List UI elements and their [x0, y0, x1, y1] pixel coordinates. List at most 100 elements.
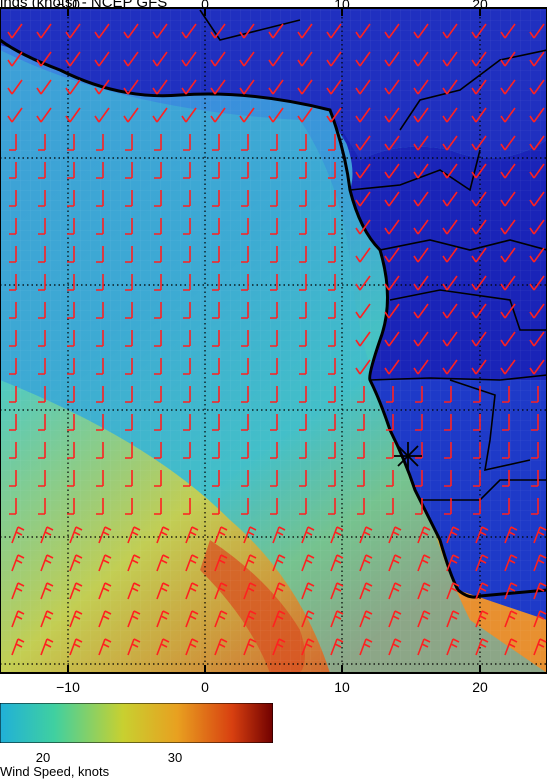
wind-barb	[38, 442, 46, 459]
wind-barb	[357, 442, 365, 459]
wind-barb	[270, 414, 278, 431]
wind-barb	[444, 470, 452, 487]
wind-barb	[9, 190, 17, 207]
wind-barb	[9, 442, 17, 459]
colorbar-label: 20	[35, 750, 51, 765]
wind-barb	[533, 610, 547, 628]
wind-barb	[154, 386, 162, 403]
wind-barb	[183, 246, 191, 263]
wind-barb	[500, 275, 516, 291]
wind-barb	[471, 107, 487, 123]
wind-barb	[67, 134, 75, 151]
wind-barb	[210, 23, 226, 39]
wind-barb	[355, 163, 371, 179]
wind-barb	[301, 610, 315, 628]
wind-barb	[38, 162, 46, 179]
wind-barb	[531, 498, 539, 515]
wind-barb	[504, 554, 518, 572]
wind-barb	[11, 526, 25, 544]
wind-barb	[301, 638, 315, 656]
wind-barb	[212, 302, 220, 319]
wind-barb	[475, 582, 489, 600]
wind-barb	[355, 107, 371, 123]
wind-barb	[183, 414, 191, 431]
wind-barb	[67, 218, 75, 235]
wind-barb	[415, 498, 423, 515]
wind-barb	[442, 51, 458, 67]
wind-barb	[413, 163, 429, 179]
wind-barb	[442, 303, 458, 319]
wind-barb	[11, 554, 25, 572]
wind-barb	[183, 218, 191, 235]
wind-barb	[388, 554, 402, 572]
wind-barb	[500, 79, 516, 95]
wind-barb	[152, 51, 168, 67]
wind-barb	[442, 275, 458, 291]
wind-barb	[529, 191, 545, 207]
wind-barb	[241, 162, 249, 179]
wind-barb	[210, 79, 226, 95]
wind-barb	[40, 526, 54, 544]
wind-barb	[384, 23, 400, 39]
wind-barb	[355, 359, 371, 375]
wind-barb	[98, 526, 112, 544]
wind-barb	[127, 526, 141, 544]
wind-barb	[328, 358, 336, 375]
wind-barb	[9, 470, 17, 487]
wind-barb	[442, 331, 458, 347]
wind-barb	[38, 470, 46, 487]
wind-barb	[442, 163, 458, 179]
wind-barb	[444, 414, 452, 431]
top-tick-label: 20	[472, 0, 488, 12]
wind-barb	[212, 498, 220, 515]
wind-barb	[9, 134, 17, 151]
wind-barb	[127, 582, 141, 600]
wind-barb	[241, 190, 249, 207]
wind-barb	[38, 274, 46, 291]
wind-barb	[241, 386, 249, 403]
wind-barb	[388, 582, 402, 600]
wind-barb	[473, 442, 481, 459]
wind-barb	[471, 191, 487, 207]
wind-barb	[270, 302, 278, 319]
wind-barb	[500, 303, 516, 319]
wind-barb	[125, 162, 133, 179]
wind-barb	[67, 190, 75, 207]
wind-barb	[270, 386, 278, 403]
wind-barb	[40, 610, 54, 628]
wind-barb	[96, 246, 104, 263]
wind-barb	[500, 191, 516, 207]
wind-barb	[38, 134, 46, 151]
wind-barb	[212, 470, 220, 487]
wind-barb	[125, 470, 133, 487]
wind-barb	[154, 246, 162, 263]
wind-barb	[154, 414, 162, 431]
bottom-tick-label: 10	[334, 679, 350, 695]
wind-barb	[270, 190, 278, 207]
wind-barb	[413, 107, 429, 123]
wind-barb	[384, 303, 400, 319]
wind-barb	[67, 302, 75, 319]
station-marker[interactable]	[394, 442, 422, 470]
wind-barb	[125, 134, 133, 151]
wind-barb	[330, 526, 344, 544]
wind-barb	[185, 638, 199, 656]
wind-barb	[11, 582, 25, 600]
wind-barb	[9, 162, 17, 179]
wind-barb	[446, 610, 460, 628]
wind-barb	[386, 470, 394, 487]
wind-barb	[214, 582, 228, 600]
top-tick-label: 0	[201, 0, 209, 12]
wind-barb	[326, 51, 342, 67]
wind-barb	[357, 498, 365, 515]
wind-barb	[67, 358, 75, 375]
wind-barb	[500, 23, 516, 39]
wind-barb	[471, 51, 487, 67]
wind-barb	[270, 498, 278, 515]
wind-barb	[355, 219, 371, 235]
wind-barb	[67, 274, 75, 291]
wind-barb	[473, 498, 481, 515]
wind-barb	[185, 610, 199, 628]
wind-barb	[239, 107, 255, 123]
